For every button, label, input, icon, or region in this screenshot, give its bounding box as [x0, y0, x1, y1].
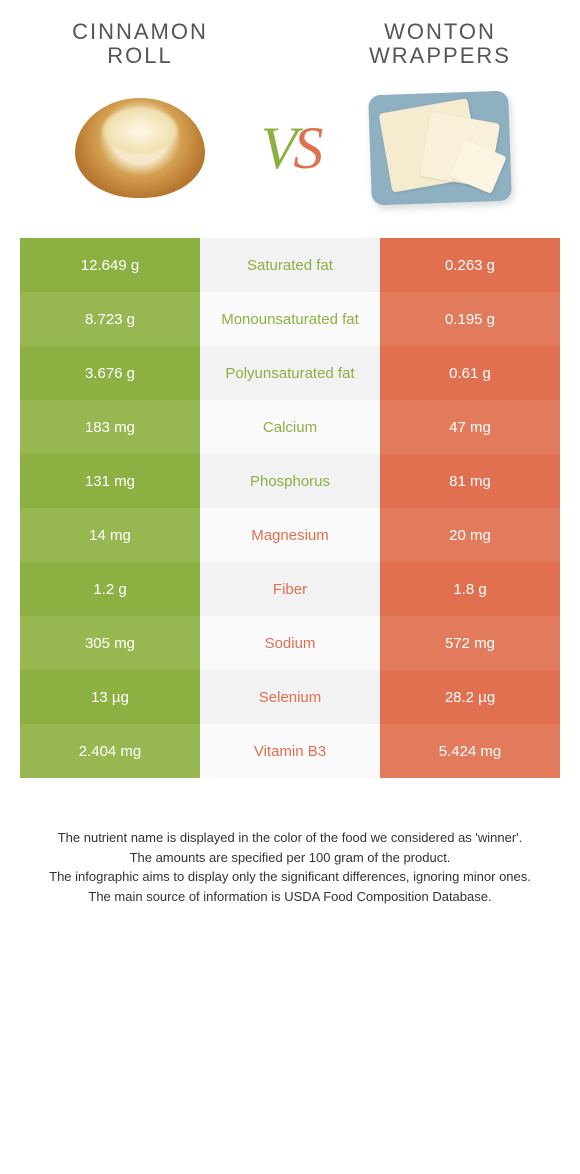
table-row: 183 mgCalcium47 mg: [20, 400, 560, 454]
nutrient-label: Selenium: [200, 670, 380, 724]
table-row: 14 mgMagnesium20 mg: [20, 508, 560, 562]
nutrient-label: Fiber: [200, 562, 380, 616]
nutrient-label: Phosphorus: [200, 454, 380, 508]
table-row: 12.649 gSaturated fat0.263 g: [20, 238, 560, 292]
table-row: 131 mgPhosphorus81 mg: [20, 454, 560, 508]
value-left: 2.404 mg: [20, 724, 200, 778]
value-right: 81 mg: [380, 454, 560, 508]
food-b-image: [360, 88, 520, 208]
comparison-table-body: 12.649 gSaturated fat0.263 g8.723 gMonou…: [20, 238, 560, 778]
footnote-line: The main source of information is USDA F…: [30, 887, 550, 907]
nutrient-label: Vitamin B3: [200, 724, 380, 778]
value-right: 1.8 g: [380, 562, 560, 616]
table-row: 2.404 mgVitamin B35.424 mg: [20, 724, 560, 778]
wonton-plate-icon: [368, 91, 512, 206]
value-left: 1.2 g: [20, 562, 200, 616]
food-a-title-line1: Cinnamon: [40, 20, 240, 44]
value-right: 0.263 g: [380, 238, 560, 292]
value-left: 305 mg: [20, 616, 200, 670]
value-left: 131 mg: [20, 454, 200, 508]
comparison-table: 12.649 gSaturated fat0.263 g8.723 gMonou…: [20, 238, 560, 778]
food-a-image: [60, 88, 220, 208]
nutrient-label: Sodium: [200, 616, 380, 670]
nutrient-label: Saturated fat: [200, 238, 380, 292]
table-row: 8.723 gMonounsaturated fat0.195 g: [20, 292, 560, 346]
footnotes: The nutrient name is displayed in the co…: [0, 778, 580, 906]
value-left: 14 mg: [20, 508, 200, 562]
value-right: 572 mg: [380, 616, 560, 670]
table-row: 13 µgSelenium28.2 µg: [20, 670, 560, 724]
food-b-title-line1: Wonton: [340, 20, 540, 44]
cinnamon-roll-icon: [75, 98, 205, 198]
food-b-title: Wonton wrappers: [340, 20, 540, 68]
food-b-title-line2: wrappers: [340, 44, 540, 68]
header: Cinnamon roll Wonton wrappers: [0, 0, 580, 68]
nutrient-label: Polyunsaturated fat: [200, 346, 380, 400]
nutrient-label: Magnesium: [200, 508, 380, 562]
table-row: 305 mgSodium572 mg: [20, 616, 560, 670]
value-right: 5.424 mg: [380, 724, 560, 778]
vs-v: V: [261, 115, 294, 181]
value-left: 3.676 g: [20, 346, 200, 400]
images-row: VS: [0, 68, 580, 238]
food-a-title: Cinnamon roll: [40, 20, 240, 68]
footnote-line: The nutrient name is displayed in the co…: [30, 828, 550, 848]
nutrient-label: Monounsaturated fat: [200, 292, 380, 346]
value-left: 12.649 g: [20, 238, 200, 292]
vs-s: S: [293, 115, 319, 181]
value-right: 20 mg: [380, 508, 560, 562]
table-row: 3.676 gPolyunsaturated fat0.61 g: [20, 346, 560, 400]
footnote-line: The infographic aims to display only the…: [30, 867, 550, 887]
value-right: 0.195 g: [380, 292, 560, 346]
value-left: 183 mg: [20, 400, 200, 454]
value-right: 28.2 µg: [380, 670, 560, 724]
table-row: 1.2 gFiber1.8 g: [20, 562, 560, 616]
value-right: 47 mg: [380, 400, 560, 454]
footnote-line: The amounts are specified per 100 gram o…: [30, 848, 550, 868]
nutrient-label: Calcium: [200, 400, 380, 454]
food-a-title-line2: roll: [40, 44, 240, 68]
value-left: 8.723 g: [20, 292, 200, 346]
value-right: 0.61 g: [380, 346, 560, 400]
vs-label: VS: [261, 114, 320, 183]
value-left: 13 µg: [20, 670, 200, 724]
